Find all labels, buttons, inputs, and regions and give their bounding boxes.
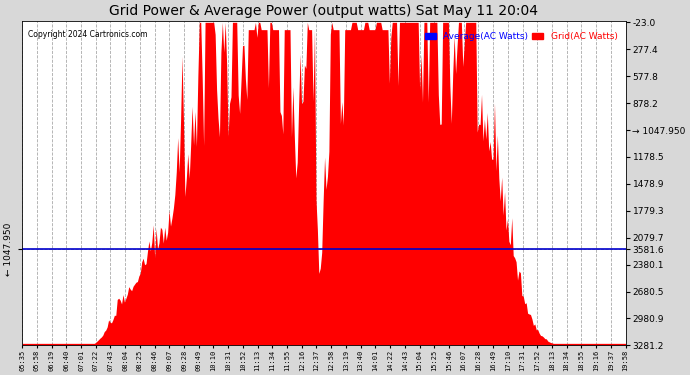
Text: Copyright 2024 Cartronics.com: Copyright 2024 Cartronics.com bbox=[28, 30, 148, 39]
Legend: Average(AC Watts), Grid(AC Watts): Average(AC Watts), Grid(AC Watts) bbox=[422, 28, 621, 45]
Title: Grid Power & Average Power (output watts) Sat May 11 20:04: Grid Power & Average Power (output watts… bbox=[109, 4, 538, 18]
